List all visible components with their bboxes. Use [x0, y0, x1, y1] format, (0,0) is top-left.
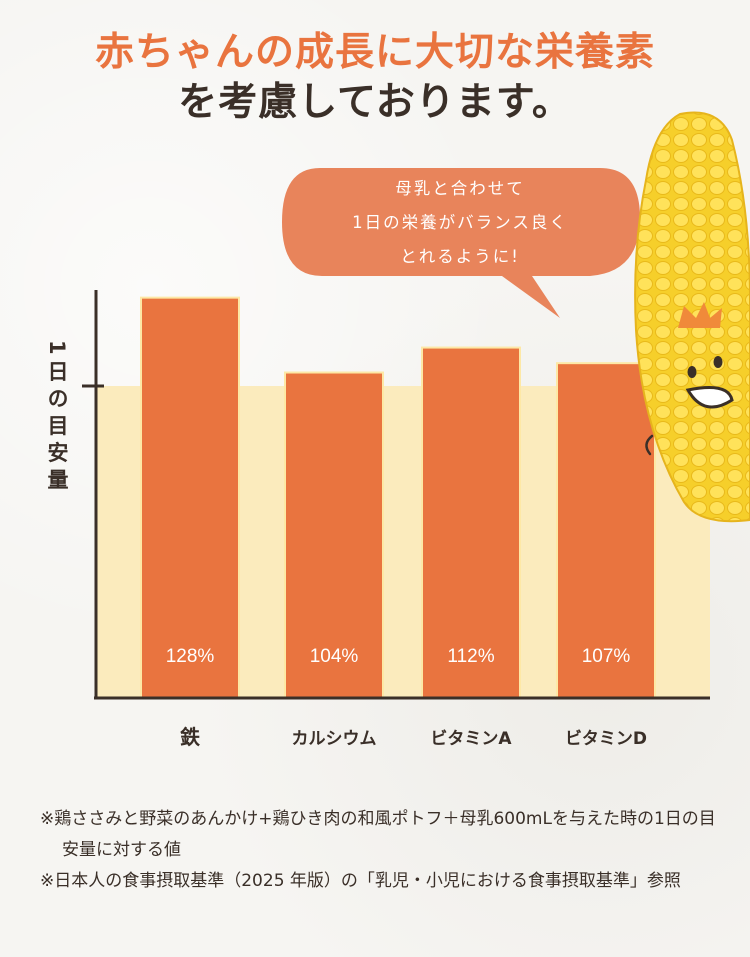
footnote-2: ※日本人の食事摂取基準（2025 年版）の「乳児・小児における食事摂取基準」参照	[40, 871, 681, 891]
speech-bubble-text: 母乳と合わせて 1日の栄養がバランス良く とれるように!	[282, 172, 638, 274]
bar-3	[423, 348, 519, 698]
bar-chart: 128% 104% 112% 107% 鉄 カルシウム ビタミンA ビタミンD	[82, 290, 710, 749]
bar-4	[558, 364, 654, 698]
bubble-line-2: 1日の栄養がバランス良く	[352, 213, 568, 232]
corn-mascot-icon	[634, 111, 750, 523]
y-axis-label: 1日の目安量	[45, 340, 69, 496]
bar-value-label: 112%	[447, 646, 494, 667]
speech-bubble	[282, 168, 640, 318]
page-title: 赤ちゃんの成長に大切な栄養素 を考慮しております。	[0, 28, 750, 128]
x-tick-label: ビタミンA	[430, 729, 512, 749]
x-tick-label: ビタミンD	[565, 729, 647, 749]
title-line-1: 赤ちゃんの成長に大切な栄養素	[94, 30, 655, 75]
bubble-line-3: とれるように!	[400, 247, 520, 266]
x-tick-label: 鉄	[180, 725, 200, 749]
bar-value-label: 107%	[582, 646, 631, 667]
footnotes: ※鶏ささみと野菜のあんかけ+鶏ひき肉の和風ポトフ＋母乳600mLを与えた時の1日…	[40, 804, 720, 897]
footnote-1: ※鶏ささみと野菜のあんかけ+鶏ひき肉の和風ポトフ＋母乳600mLを与えた時の1日…	[40, 809, 716, 860]
title-line-2: を考慮しております。	[178, 79, 572, 125]
bubble-line-1: 母乳と合わせて	[395, 179, 525, 198]
bar-1	[142, 298, 238, 698]
bar-value-label: 128%	[166, 646, 215, 667]
bar-2	[286, 373, 382, 698]
crown-icon	[678, 302, 722, 328]
bar-value-label: 104%	[310, 646, 359, 667]
x-tick-label: カルシウム	[292, 729, 377, 749]
